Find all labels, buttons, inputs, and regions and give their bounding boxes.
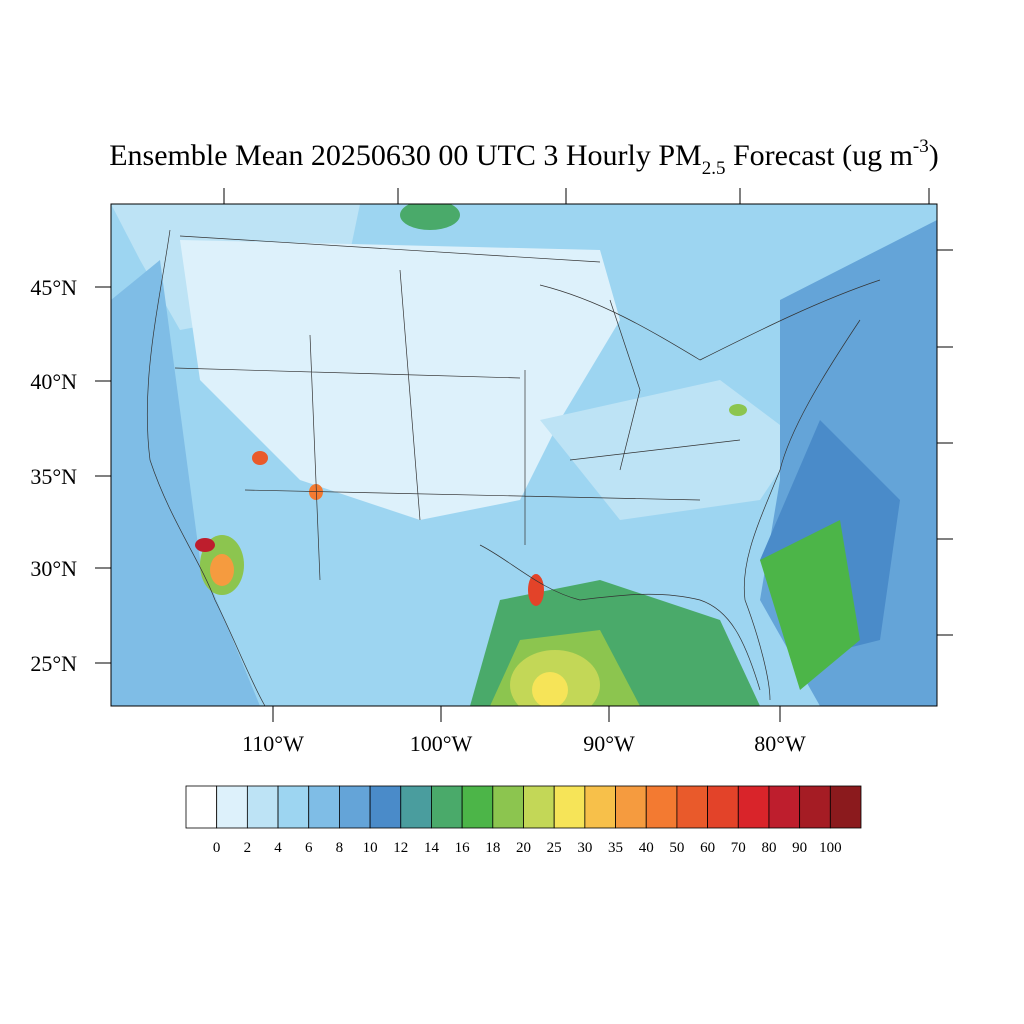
colorbar-box <box>645 785 678 829</box>
lon-label: 90°W <box>583 731 635 756</box>
colorbar-box <box>400 785 432 829</box>
colorbar-box <box>799 785 831 829</box>
title-end: ) <box>929 139 939 172</box>
title-sub: 2.5 <box>702 158 726 179</box>
colorbar-box <box>185 785 218 829</box>
colorbar-box <box>584 785 616 829</box>
lon-label: 80°W <box>754 731 806 756</box>
colorbar-box <box>492 785 524 829</box>
colorbar-box <box>737 785 770 829</box>
colorbar-box <box>431 785 463 829</box>
colorbar-label: 10 <box>363 840 378 856</box>
colorbar-label: 50 <box>669 840 684 856</box>
colorbar-box <box>461 785 494 829</box>
colorbar-box <box>339 785 371 829</box>
map-field <box>111 204 937 706</box>
title-main: Ensemble Mean 20250630 00 UTC 3 Hourly P… <box>109 139 701 172</box>
colorbar-box <box>277 785 310 829</box>
colorbar-label: 18 <box>485 840 500 856</box>
colorbar-label: 60 <box>700 840 715 856</box>
lon-label: 100°W <box>410 731 473 756</box>
colorbar-box <box>553 785 586 829</box>
frame-ticks <box>223 188 953 636</box>
colorbar-box <box>829 785 862 829</box>
map-frame <box>110 203 938 707</box>
colorbar-label: 40 <box>639 840 654 856</box>
title-sup: -3 <box>913 136 929 157</box>
title: Ensemble Mean 20250630 00 UTC 3 Hourly P… <box>109 136 939 179</box>
colorbar-label: 16 <box>455 840 471 856</box>
colorbar-box <box>615 785 647 829</box>
lat-label: 30°N <box>30 556 77 581</box>
colorbar-box <box>707 785 739 829</box>
colorbar-label: 90 <box>792 840 807 856</box>
colorbar-label: 100 <box>819 840 842 856</box>
lat-label: 45°N <box>30 275 77 300</box>
colorbar-label: 80 <box>761 840 776 856</box>
lat-label: 25°N <box>30 651 77 676</box>
colorbar-box <box>768 785 801 829</box>
colorbar-label: 6 <box>305 840 313 856</box>
title-rest: Forecast (ug m <box>725 139 912 172</box>
colorbar-label: 12 <box>393 840 408 856</box>
colorbar-label: 20 <box>516 840 531 856</box>
boundaries <box>146 229 881 707</box>
lat-label: 40°N <box>30 369 77 394</box>
colorbar-label: 30 <box>577 840 592 856</box>
colorbar-label: 0 <box>213 840 221 856</box>
colorbar-box <box>523 785 555 829</box>
colorbar-box <box>246 785 279 829</box>
colorbar-label: 35 <box>608 840 623 856</box>
lon-label: 110°W <box>242 731 304 756</box>
colorbar-label: 2 <box>244 840 252 856</box>
colorbar-box <box>216 785 248 829</box>
colorbar-box <box>676 785 708 829</box>
colorbar-box <box>369 785 402 829</box>
lat-label: 35°N <box>30 464 77 489</box>
colorbar-label: 25 <box>547 840 562 856</box>
colorbar-label: 4 <box>274 840 282 856</box>
colorbar-box <box>308 785 340 829</box>
colorbar-label: 70 <box>731 840 746 856</box>
colorbar-label: 8 <box>336 840 344 856</box>
colorbar-label: 14 <box>424 840 440 856</box>
